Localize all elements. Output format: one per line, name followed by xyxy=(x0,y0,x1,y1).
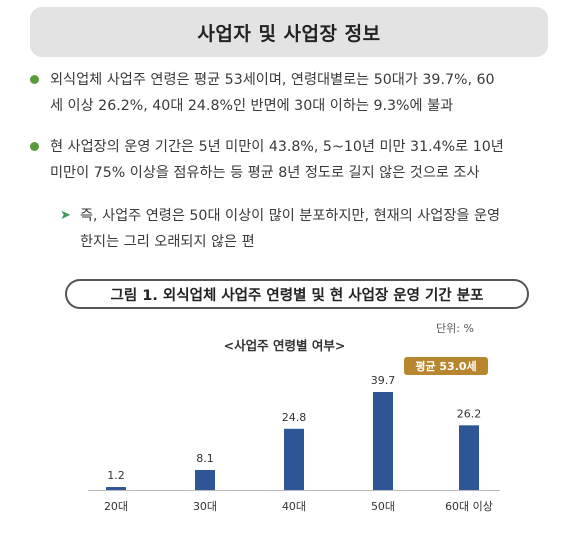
bullet-line: 현 사업장의 운영 기간은 5년 미만이 43.8%, 5~10년 미만 31.… xyxy=(50,139,504,155)
bullet-line: 세 이상 26.2%, 40대 24.8%인 반면에 30대 이하는 9.3%에… xyxy=(50,98,454,114)
category-label: 20대 xyxy=(104,500,128,513)
category-label: 30대 xyxy=(193,500,217,513)
bar-value-label: 8.1 xyxy=(196,452,214,465)
bar xyxy=(284,428,304,490)
sub-bullet-line: 한지는 그리 오래되지 않은 편 xyxy=(80,234,255,250)
bar-value-label: 1.2 xyxy=(107,469,125,482)
bullet-dot-icon xyxy=(30,75,39,84)
sub-bullet-summary: ➤ 즉, 사업주 연령은 50대 이상이 많이 분포하지만, 현재의 사업장을 … xyxy=(60,203,555,255)
section-title: 사업자 및 사업장 정보 xyxy=(197,22,381,45)
average-age-badge-label: 평균 53.0세 xyxy=(415,359,476,373)
figure-caption: 그림 1. 외식업체 사업주 연령별 및 현 사업장 운영 기간 분포 xyxy=(65,279,529,309)
category-label: 40대 xyxy=(282,500,306,513)
bullet-item-age: 외식업체 사업주 연령은 평균 53세이며, 연령대별로는 50대가 39.7%… xyxy=(30,67,560,119)
bullet-line: 외식업체 사업주 연령은 평균 53세이며, 연령대별로는 50대가 39.7%… xyxy=(50,72,495,88)
category-label: 60대 이상 xyxy=(445,500,493,513)
bar xyxy=(373,392,393,490)
chart-title: <사업주 연령별 여부> xyxy=(223,338,346,353)
bar xyxy=(195,470,215,490)
average-age-badge xyxy=(404,357,488,375)
category-label: 50대 xyxy=(371,500,395,513)
bar xyxy=(459,425,479,490)
section-header: 사업자 및 사업장 정보 xyxy=(30,7,548,57)
bullet-line: 미만이 75% 이상을 점유하는 등 평균 8년 정도로 길지 않은 것으로 조… xyxy=(50,165,480,181)
arrow-right-icon: ➤ xyxy=(60,208,71,223)
chart-unit-label: 단위: % xyxy=(436,322,474,335)
sub-bullet-line: 즉, 사업주 연령은 50대 이상이 많이 분포하지만, 현재의 사업장을 운영 xyxy=(80,208,501,224)
bar-value-label: 24.8 xyxy=(282,411,307,424)
bullet-item-operation-period: 현 사업장의 운영 기간은 5년 미만이 43.8%, 5~10년 미만 31.… xyxy=(30,134,560,186)
bar-value-label: 39.7 xyxy=(371,374,396,387)
bar xyxy=(106,487,126,490)
bullet-dot-icon xyxy=(30,142,39,151)
figure-caption-text: 그림 1. 외식업체 사업주 연령별 및 현 사업장 운영 기간 분포 xyxy=(110,287,484,304)
bar-value-label: 26.2 xyxy=(457,407,482,420)
